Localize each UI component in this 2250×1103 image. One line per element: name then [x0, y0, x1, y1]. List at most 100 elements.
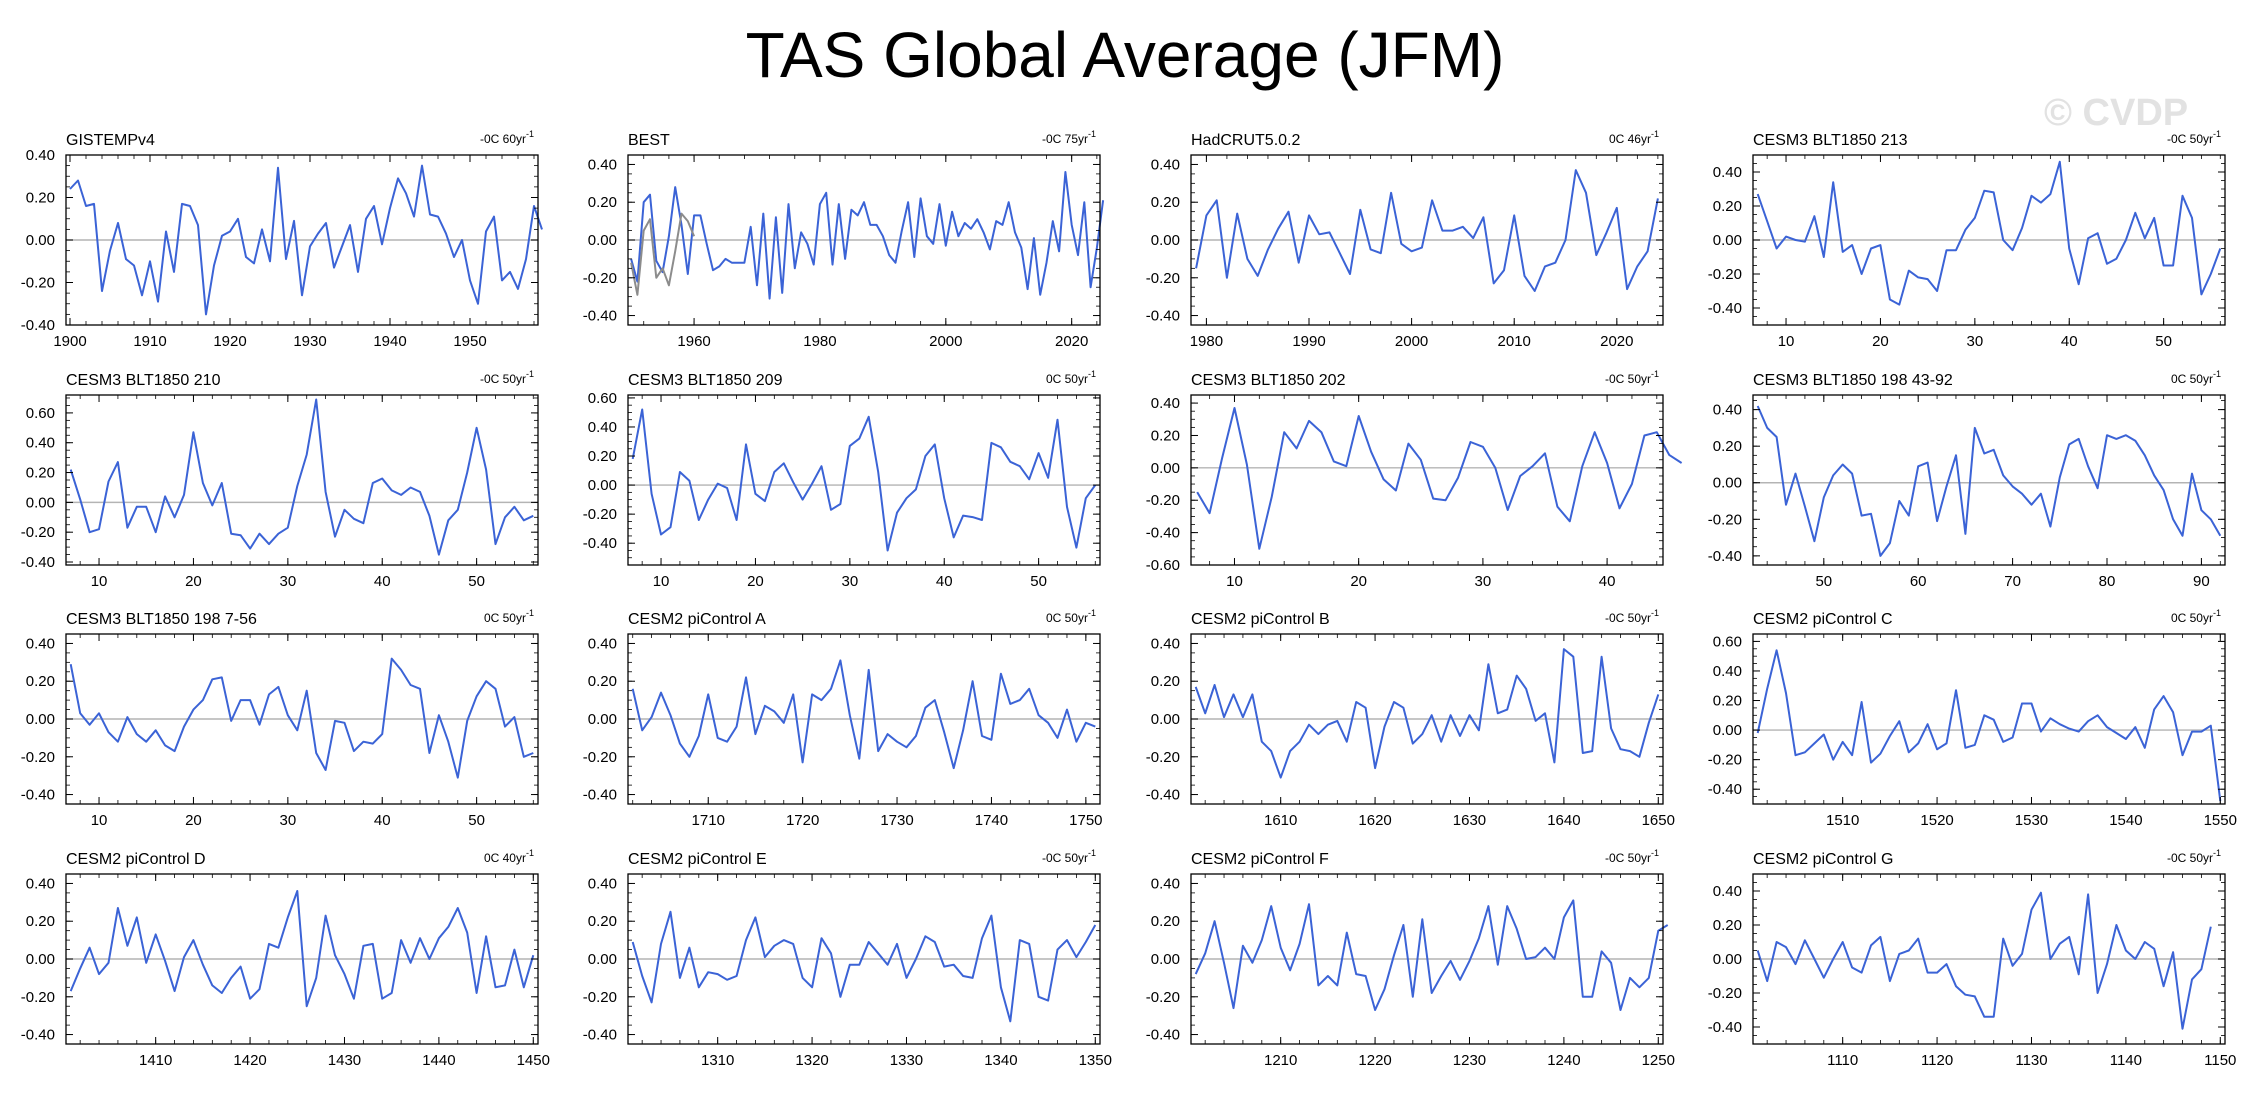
- y-tick-label: 0.00: [26, 494, 55, 511]
- y-tick-label: 0.20: [588, 913, 617, 930]
- y-tick-label: 0.20: [26, 190, 55, 207]
- x-tick-label: 70: [2004, 573, 2021, 590]
- y-tick-label: 0.00: [26, 711, 55, 728]
- x-tick-label: 1420: [233, 1052, 266, 1069]
- y-tick-label: 0.20: [588, 673, 617, 690]
- x-tick-label: 1530: [2015, 812, 2048, 829]
- series-line: [69, 164, 543, 316]
- x-tick-label: 1620: [1358, 812, 1391, 829]
- y-tick-label: 0.40: [588, 875, 617, 892]
- x-tick-label: 30: [279, 812, 296, 829]
- y-tick-label: 0.60: [588, 390, 617, 407]
- x-tick-label: 1710: [692, 812, 725, 829]
- trend-label: 0C 50yr-1: [2171, 369, 2221, 386]
- y-tick-label: 0.20: [588, 448, 617, 465]
- panel-5: -0.40 -0.20 0.00 0.20 0.40 0.60 10 20 30 40 50 CESM…: [21, 369, 539, 590]
- x-tick-label: 1220: [1358, 1052, 1391, 1069]
- y-tick-label: 0.20: [1713, 198, 1742, 215]
- plot-frame: [1190, 394, 1664, 566]
- trend-label: -0C 75yr-1: [1042, 129, 1096, 146]
- trend-label: 0C 50yr-1: [484, 608, 534, 625]
- y-tick-label: -0.20: [21, 275, 55, 292]
- x-tick-label: 2020: [1600, 333, 1633, 350]
- x-tick-label: 1130: [2015, 1052, 2047, 1069]
- y-tick-label: 0.40: [26, 435, 55, 452]
- watermark: © CVDP: [2044, 92, 2189, 134]
- panel-12: -0.40 -0.20 0.00 0.20 0.40 0.60 1510 1520 1530 15…: [1708, 608, 2237, 829]
- y-tick-label: -0.40: [1708, 1019, 1742, 1036]
- y-tick-label: 0.20: [1151, 427, 1180, 444]
- x-tick-label: 1610: [1264, 812, 1297, 829]
- x-tick-label: 10: [653, 573, 670, 590]
- y-tick-label: -0.40: [1708, 781, 1742, 798]
- y-tick-label: -0.20: [1708, 752, 1742, 769]
- x-tick-label: 80: [2099, 573, 2116, 590]
- x-tick-label: 30: [279, 573, 296, 590]
- x-tick-label: 1230: [1453, 1052, 1486, 1069]
- x-tick-label: 1520: [1920, 812, 1953, 829]
- plot-frame: [1752, 394, 2226, 566]
- series-line: [631, 659, 1096, 770]
- y-tick-label: -0.40: [21, 787, 55, 804]
- x-tick-label: 1980: [1190, 333, 1223, 350]
- y-tick-label: 0.40: [1151, 395, 1180, 412]
- panel-title: CESM3 BLT1850 202: [1191, 372, 1346, 389]
- x-tick-label: 1540: [2109, 812, 2142, 829]
- panel-title: CESM2 piControl A: [628, 611, 766, 628]
- y-tick-label: -0.20: [1708, 985, 1742, 1002]
- panel-title: CESM2 piControl F: [1191, 851, 1329, 868]
- panel-title: CESM2 piControl E: [628, 851, 767, 868]
- y-tick-label: -0.40: [583, 787, 617, 804]
- y-tick-label: 0.00: [588, 477, 617, 494]
- plot-frame: [1752, 633, 2226, 805]
- x-tick-label: 1640: [1547, 812, 1580, 829]
- trend-label: 0C 50yr-1: [2171, 608, 2221, 625]
- trend-label: -0C 60yr-1: [480, 129, 534, 146]
- x-tick-label: 50: [468, 573, 485, 590]
- x-tick-label: 2010: [1498, 333, 1531, 350]
- x-tick-label: 1740: [975, 812, 1008, 829]
- panel-title: BEST: [628, 132, 670, 149]
- y-tick-label: 0.20: [1713, 917, 1742, 934]
- panel-title: CESM3 BLT1850 213: [1753, 132, 1908, 149]
- x-tick-label: 20: [1350, 573, 1367, 590]
- panel-title: CESM3 BLT1850 209: [628, 372, 783, 389]
- y-tick-label: -0.40: [1146, 308, 1180, 325]
- y-tick-label: -0.20: [583, 989, 617, 1006]
- x-tick-label: 1410: [139, 1052, 172, 1069]
- x-tick-label: 1350: [1079, 1052, 1112, 1069]
- x-tick-label: 50: [1030, 573, 1047, 590]
- x-tick-label: 1140: [2110, 1052, 2142, 1069]
- trend-label: 0C 50yr-1: [1046, 608, 1096, 625]
- x-tick-label: 40: [936, 573, 953, 590]
- panel-3: -0.40 -0.20 0.00 0.20 0.40 1980 1990 2000 2010 20…: [1146, 129, 1664, 350]
- x-tick-label: 20: [185, 812, 202, 829]
- x-tick-label: 1210: [1264, 1052, 1297, 1069]
- y-tick-label: -0.20: [583, 749, 617, 766]
- trend-label: 0C 40yr-1: [484, 848, 534, 865]
- panel-title: CESM2 piControl G: [1753, 851, 1894, 868]
- x-tick-label: 30: [1966, 333, 1983, 350]
- series-line: [1196, 407, 1683, 550]
- x-tick-label: 10: [1778, 333, 1795, 350]
- series-line: [1195, 169, 1659, 292]
- y-tick-label: -0.20: [21, 524, 55, 541]
- y-tick-label: 0.40: [26, 147, 55, 164]
- y-tick-label: -0.20: [1146, 492, 1180, 509]
- y-tick-label: -0.20: [583, 506, 617, 523]
- y-tick-label: 0.20: [1713, 438, 1742, 455]
- y-tick-label: 0.00: [1713, 951, 1742, 968]
- x-tick-label: 1980: [803, 333, 836, 350]
- y-tick-label: -0.20: [1146, 270, 1180, 287]
- trend-label: -0C 50yr-1: [1605, 848, 1659, 865]
- y-tick-label: 0.40: [1713, 164, 1742, 181]
- y-tick-label: -0.40: [21, 1027, 55, 1044]
- y-tick-label: 0.00: [26, 951, 55, 968]
- x-tick-label: 40: [2061, 333, 2078, 350]
- y-tick-label: -0.20: [1146, 749, 1180, 766]
- panel-title: CESM2 piControl C: [1753, 611, 1893, 628]
- y-tick-label: -0.40: [583, 535, 617, 552]
- x-tick-label: 1330: [890, 1052, 923, 1069]
- y-tick-label: 0.20: [26, 465, 55, 482]
